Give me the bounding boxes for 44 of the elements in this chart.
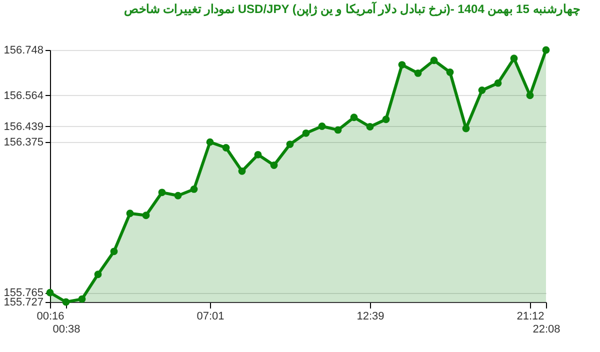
point: [350, 114, 358, 122]
x-tick-label: 21:12: [516, 310, 544, 322]
point: [222, 144, 230, 152]
x-tick-label: 00:38: [52, 324, 80, 336]
point: [94, 270, 102, 278]
point: [254, 150, 262, 158]
point: [446, 68, 454, 76]
point: [414, 70, 422, 77]
x-tick-label: 22:08: [532, 324, 560, 336]
point: [238, 167, 246, 175]
point: [190, 186, 198, 193]
point: [302, 129, 310, 137]
point: [158, 188, 166, 196]
point: [430, 56, 438, 64]
y-tick-label: 156.748: [4, 44, 44, 56]
point: [526, 92, 534, 100]
point: [398, 61, 406, 69]
point: [110, 248, 118, 256]
point: [62, 298, 70, 306]
point: [462, 124, 470, 132]
point: [542, 46, 550, 54]
point: [494, 79, 502, 87]
x-tick-label: 07:01: [196, 310, 224, 322]
point: [510, 54, 518, 62]
point: [318, 122, 326, 130]
point: [382, 116, 390, 124]
y-tick-label: 156.375: [4, 136, 44, 149]
chart-title: نمودار تغییرات شاخص USD/JPY (نرخ تبادل دلار آمریکا و ین ژاپن)- چهارشنبه 15 بهمن 1404: [124, 0, 580, 17]
x-tick-label: 12:39: [356, 310, 384, 322]
point: [366, 123, 374, 130]
point: [206, 138, 214, 146]
point: [270, 162, 278, 169]
point: [478, 86, 486, 94]
y-tick-label: 156.564: [4, 90, 44, 102]
point: [46, 288, 54, 296]
point: [126, 210, 134, 218]
x-tick-label: 00:16: [36, 310, 64, 322]
point: [142, 212, 150, 220]
point: [174, 192, 182, 200]
y-tick-label: 155.727: [4, 296, 44, 308]
point: [286, 140, 294, 148]
point: [78, 295, 86, 303]
point: [334, 126, 342, 134]
y-tick-label: 156.439: [4, 120, 44, 133]
